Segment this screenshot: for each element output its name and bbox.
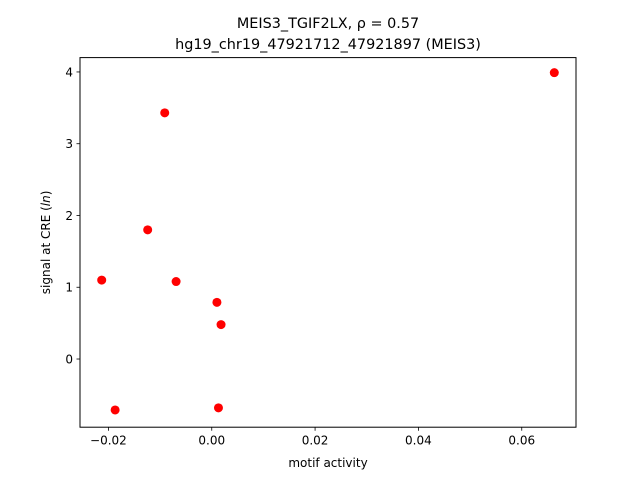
- y-axis-label-prefix: signal at CRE (: [39, 206, 53, 294]
- x-tick-label: 0.06: [508, 434, 535, 448]
- data-point: [97, 275, 107, 285]
- x-tick-label: 0.00: [198, 434, 225, 448]
- x-tick-label: −0.02: [90, 434, 127, 448]
- plot-area-frame: [79, 57, 577, 428]
- data-point: [160, 108, 170, 118]
- data-point: [549, 68, 559, 78]
- x-tick-label: 0.02: [302, 434, 329, 448]
- y-tick-label: 2: [65, 209, 73, 223]
- data-points: [97, 68, 559, 415]
- y-axis-label-ln: ln: [39, 195, 53, 206]
- y-tick-label: 4: [65, 65, 73, 79]
- data-point: [171, 277, 181, 287]
- data-point: [216, 320, 226, 330]
- axis-ticks: −0.02 0.00 0.02 0.04 0.06 0 1 2 3 4: [65, 65, 535, 447]
- chart-title-line-1: MEIS3_TGIF2LX, ρ = 0.57: [237, 16, 419, 32]
- y-axis-label-suffix: ): [39, 191, 53, 196]
- data-point: [212, 297, 222, 307]
- data-point: [143, 225, 153, 235]
- chart-title-line-2: hg19_chr19_47921712_47921897 (MEIS3): [175, 37, 481, 53]
- data-point: [213, 403, 223, 413]
- x-axis-label: motif activity: [288, 456, 367, 470]
- y-tick-label: 0: [65, 352, 73, 366]
- data-point: [110, 405, 120, 415]
- y-axis-label: signal at CRE (ln): [39, 191, 53, 295]
- x-tick-label: 0.04: [405, 434, 432, 448]
- y-tick-label: 1: [65, 281, 73, 295]
- y-tick-label: 3: [65, 137, 73, 151]
